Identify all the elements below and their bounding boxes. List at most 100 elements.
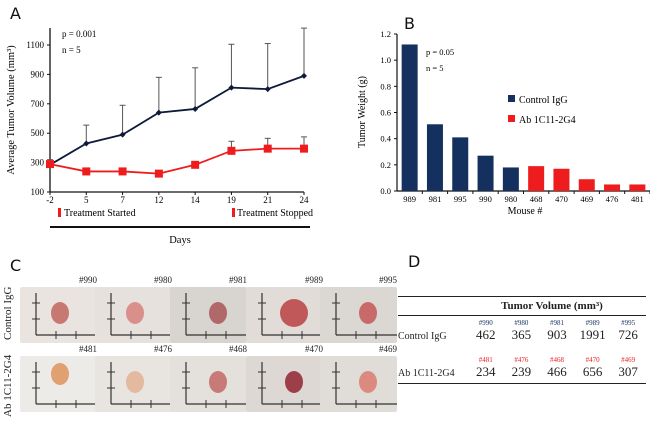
tumor-volume-table: Tumor Volume (mm³) #990 #980 #981 #989 #995 C… — [398, 296, 646, 384]
x-tick-label: 19 — [227, 195, 237, 205]
data-point — [227, 146, 236, 155]
tumor-volume-value: 1991 — [579, 327, 606, 342]
treatment-stopped-label: Treatment Stopped — [237, 208, 313, 219]
tumor-photo-graphic — [332, 362, 397, 408]
n-annotation: n = 5 — [62, 45, 81, 55]
y-tick-label: 500 — [31, 128, 45, 138]
y-axis-label: Average Tumor Volume (mm³) — [6, 45, 17, 175]
data-point — [263, 144, 272, 153]
bar-470 — [553, 168, 570, 191]
mouse-id: #476 — [514, 356, 529, 364]
mouse-id: #989 — [585, 319, 600, 327]
y-axis-label: Tumor Weight (g) — [357, 76, 368, 148]
data-point — [155, 109, 162, 116]
tumor-volume-value: 307 — [618, 364, 638, 379]
p-value-annotation: p = 0.05 — [426, 47, 454, 57]
mouse-id: #481 — [478, 356, 493, 364]
tumor-photo — [320, 287, 397, 343]
bar-469 — [578, 179, 595, 191]
tumor-photo — [20, 356, 97, 412]
mouse-id: #990 — [478, 319, 493, 327]
data-point — [228, 84, 235, 91]
mouse-id: #468 — [549, 356, 564, 364]
table-title: Tumor Volume (mm³) — [501, 300, 603, 312]
x-tick-label: 995 — [454, 194, 467, 204]
x-tick-label: 470 — [555, 194, 568, 204]
photo-id-label: #981 — [229, 275, 247, 285]
x-tick-label: 468 — [530, 194, 543, 204]
photo-id-label: #476 — [154, 344, 172, 354]
tumor-photo — [246, 287, 323, 343]
y-tick-label: 0.0 — [380, 186, 391, 196]
tumor-photo — [170, 287, 247, 343]
p-value-annotation: p = 0.001 — [62, 29, 96, 39]
x-tick-label: 476 — [606, 194, 619, 204]
tumor-photo-graphic — [258, 362, 323, 408]
y-tick-label: 0.6 — [380, 108, 391, 118]
data-point — [154, 169, 163, 178]
photo-id-label: #470 — [305, 344, 323, 354]
bar-468 — [528, 166, 545, 191]
x-tick-label: 990 — [479, 194, 492, 204]
data-point — [264, 86, 271, 93]
photo-row-label: Ab 1C11-2G4 — [2, 354, 14, 417]
tumor-photo — [320, 356, 397, 412]
mouse-id: #981 — [549, 319, 564, 327]
y-tick-label: 1.0 — [380, 55, 391, 65]
tumor-photo-graphic — [32, 362, 97, 408]
x-tick-label: 989 — [403, 194, 416, 204]
bar-476 — [604, 184, 621, 191]
y-tick-label: 100 — [31, 187, 45, 197]
data-point — [192, 105, 199, 112]
tumor-photo — [95, 287, 172, 343]
tumor-photo-graphic — [182, 293, 247, 339]
tumor-photo-graphic — [107, 362, 172, 408]
data-point — [82, 167, 91, 176]
series-line-control — [49, 75, 305, 166]
tumor-volume-value: 234 — [476, 364, 496, 379]
photo-id-label: #990 — [79, 275, 97, 285]
tumor-volume-value: 656 — [582, 364, 603, 379]
tumor-volume-value: 466 — [547, 364, 567, 379]
tumor-photo-graphic — [182, 362, 247, 408]
tumor-volume-value: 726 — [618, 327, 638, 342]
data-point — [83, 140, 90, 147]
bar-980 — [502, 167, 519, 191]
photo-id-label: #980 — [154, 275, 172, 285]
panel-label-b: B — [404, 14, 415, 33]
tumor-photo — [95, 356, 172, 412]
data-point — [118, 167, 127, 176]
bar-995 — [452, 137, 469, 191]
photo-id-label: #468 — [229, 344, 247, 354]
photo-id-label: #469 — [379, 344, 397, 354]
mouse-id: #469 — [621, 356, 636, 364]
y-tick-label: 0.8 — [380, 81, 391, 91]
data-point — [191, 160, 200, 169]
y-tick-label: 1.2 — [380, 29, 391, 39]
tumor-volume-value: 462 — [476, 327, 496, 342]
y-tick-label: 900 — [31, 69, 45, 79]
y-tick-label: 1100 — [26, 40, 44, 50]
treatment-stopped-marker — [232, 208, 235, 217]
tumor-volume-value: 239 — [511, 364, 532, 379]
bar-981 — [426, 124, 443, 191]
photo-row-label: Control IgG — [2, 286, 14, 340]
tumor-photo — [20, 287, 97, 343]
mouse-id: #980 — [514, 319, 529, 327]
x-tick-label: 5 — [84, 195, 89, 205]
line-chart-tumor-volume: 100 300 500 700 900 1100 -2 5 7 12 14 19 21 24 Average… — [6, 27, 313, 246]
tumor-photo — [170, 356, 247, 412]
data-point — [300, 144, 308, 153]
photo-id-label: #995 — [379, 275, 397, 285]
table-row: Control IgG 462 365 903 1991 726 — [398, 327, 646, 346]
x-tick-label: -2 — [46, 195, 54, 205]
row-label: Ab 1C11-2G4 — [398, 368, 455, 379]
tumor-photo-graphic — [107, 293, 172, 339]
x-tick-label: 24 — [300, 195, 310, 205]
x-tick-label: 21 — [263, 195, 272, 205]
treatment-started-label: Treatment Started — [64, 208, 136, 219]
bar-chart-tumor-weight: 0.0 0.2 0.4 0.6 0.8 1.0 1.2 Tumor Weight (g) p =… — [357, 29, 650, 217]
x-tick-label: 7 — [120, 195, 125, 205]
tumor-volume-value: 903 — [547, 327, 567, 342]
y-tick-label: 300 — [31, 158, 45, 168]
